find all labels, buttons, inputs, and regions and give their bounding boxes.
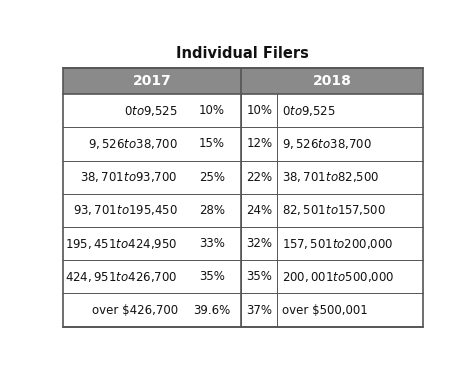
Bar: [241, 160, 277, 194]
Bar: [241, 260, 277, 293]
Text: $200,001 to $500,000: $200,001 to $500,000: [282, 270, 394, 284]
Text: 2017: 2017: [133, 74, 172, 88]
Text: $82,501 to $157,500: $82,501 to $157,500: [282, 203, 386, 217]
Bar: [241, 127, 277, 160]
Text: 10%: 10%: [246, 104, 272, 117]
Text: 2018: 2018: [312, 74, 351, 88]
Bar: [241, 194, 277, 227]
Text: $0 to $9,525: $0 to $9,525: [124, 103, 178, 118]
Text: 37%: 37%: [246, 304, 272, 316]
Text: 28%: 28%: [199, 204, 225, 217]
Text: 15%: 15%: [199, 137, 225, 150]
Text: $9,526 to $38,700: $9,526 to $38,700: [88, 137, 178, 151]
Text: $9,526 to $38,700: $9,526 to $38,700: [282, 137, 372, 151]
Text: 33%: 33%: [199, 237, 225, 250]
Text: over $426,700: over $426,700: [92, 304, 178, 316]
Bar: [241, 68, 423, 94]
Text: $195,451 to $424,950: $195,451 to $424,950: [65, 237, 178, 251]
Text: 12%: 12%: [246, 137, 273, 150]
Text: 24%: 24%: [246, 204, 273, 217]
Text: $424,951 to $426,700: $424,951 to $426,700: [65, 270, 178, 284]
Bar: [63, 68, 241, 94]
Text: 39.6%: 39.6%: [193, 304, 230, 316]
Text: over $500,001: over $500,001: [282, 304, 368, 316]
Text: $0 to $9,525: $0 to $9,525: [282, 103, 336, 118]
Bar: [241, 94, 277, 127]
Text: 35%: 35%: [199, 270, 225, 283]
Text: $157,501 to $200,000: $157,501 to $200,000: [282, 237, 393, 251]
Text: 35%: 35%: [246, 270, 272, 283]
Text: 32%: 32%: [246, 237, 272, 250]
Text: $93,701 to $195,450: $93,701 to $195,450: [73, 203, 178, 217]
Text: $38,701 to $93,700: $38,701 to $93,700: [81, 170, 178, 184]
Text: 10%: 10%: [199, 104, 225, 117]
Bar: [241, 293, 277, 327]
Text: 25%: 25%: [199, 171, 225, 184]
Text: $38,701 to $82,500: $38,701 to $82,500: [282, 170, 379, 184]
Bar: [241, 227, 277, 260]
Text: Individual Filers: Individual Filers: [176, 46, 310, 61]
Text: 22%: 22%: [246, 171, 273, 184]
